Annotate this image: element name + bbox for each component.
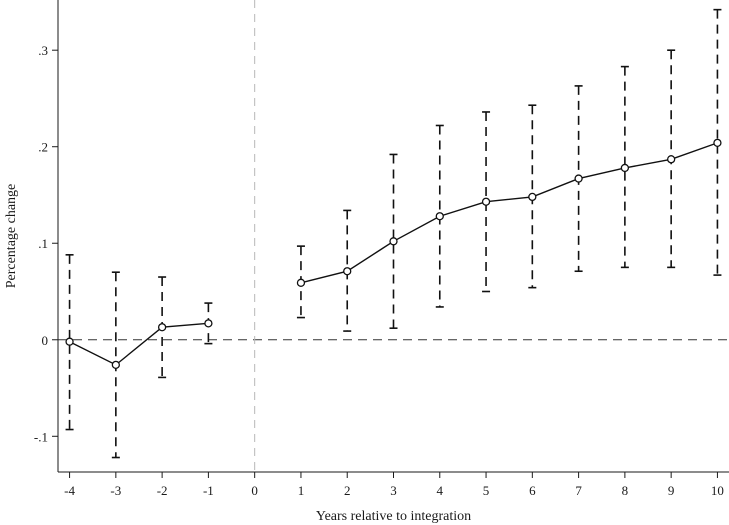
y-tick-label: .1 <box>38 236 48 251</box>
data-point <box>481 197 491 206</box>
y-axis-title: Percentage change <box>4 184 19 289</box>
x-tick-label: -3 <box>110 483 121 498</box>
data-point <box>620 163 630 173</box>
x-tick-label: -2 <box>157 483 168 498</box>
x-tick-label: 10 <box>711 483 724 498</box>
x-tick-label: 5 <box>483 483 490 498</box>
x-tick-label: 9 <box>668 483 675 498</box>
x-tick-label: 7 <box>575 483 582 498</box>
y-tick-label: .3 <box>38 43 48 58</box>
y-tick-label: -.1 <box>34 429 48 444</box>
x-tick-label: 8 <box>622 483 629 498</box>
x-axis-title: Years relative to integration <box>316 509 471 524</box>
error-bar <box>713 8 722 276</box>
x-tick-label: 3 <box>390 483 397 498</box>
x-tick-label: 1 <box>298 483 305 498</box>
series-pre <box>65 254 213 459</box>
y-axis-ticks: -.1 0 .1 .2 .3 <box>34 43 58 444</box>
data-point <box>528 192 537 202</box>
x-tick-label: -1 <box>203 483 214 498</box>
data-point <box>343 267 352 276</box>
y-tick-label: .2 <box>38 140 48 155</box>
data-point <box>65 337 74 346</box>
x-tick-label: 0 <box>251 483 258 498</box>
error-bar <box>65 254 74 431</box>
data-point <box>667 155 676 164</box>
x-tick-label: 4 <box>437 483 444 498</box>
plot-area <box>58 0 729 472</box>
data-point <box>157 323 167 332</box>
series-line <box>300 142 718 284</box>
data-point <box>435 212 444 221</box>
x-tick-label: 2 <box>344 483 351 498</box>
error-bar <box>620 65 629 269</box>
x-axis-ticks: -4 -3 -2 -1 0 1 2 3 4 5 6 7 8 9 10 <box>64 472 724 498</box>
data-point <box>204 319 213 328</box>
error-bar <box>482 111 491 293</box>
y-tick-label: 0 <box>42 333 49 348</box>
series-line <box>69 322 209 366</box>
data-point <box>111 360 120 370</box>
x-tick-label: -4 <box>64 483 75 498</box>
series-post <box>296 8 722 332</box>
data-point <box>713 138 722 148</box>
x-tick-label: 6 <box>529 483 536 498</box>
data-point <box>296 278 306 287</box>
data-point <box>574 174 583 183</box>
data-point <box>389 237 398 246</box>
error-bar <box>389 153 398 329</box>
